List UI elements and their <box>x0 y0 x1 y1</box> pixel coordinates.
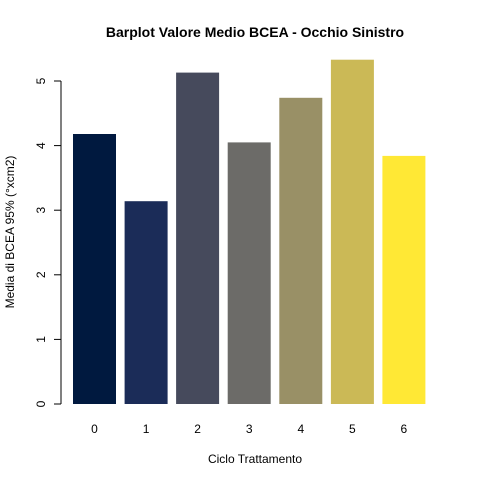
y-axis: 0 1 2 3 4 5 <box>34 77 62 407</box>
y-axis-label: Media di BCEA 95% (°xcm2) <box>3 156 17 309</box>
x-tick-label: 1 <box>143 422 150 436</box>
x-axis-label: Ciclo Trattamento <box>208 452 302 466</box>
bar-1 <box>124 201 168 404</box>
bar-2 <box>176 72 220 404</box>
bar-6 <box>382 155 426 404</box>
bar-3 <box>227 142 271 404</box>
x-tick-label: 5 <box>349 422 356 436</box>
y-tick-label: 1 <box>34 336 48 343</box>
chart-title: Barplot Valore Medio BCEA - Occhio Sinis… <box>106 24 404 40</box>
y-tick-label: 5 <box>34 77 48 84</box>
x-tick-labels: 0 1 2 3 4 5 6 <box>91 422 407 436</box>
bar-0 <box>73 134 116 404</box>
y-tick-label: 2 <box>34 271 48 278</box>
y-tick-label: 3 <box>34 207 48 214</box>
x-tick-label: 3 <box>246 422 253 436</box>
bar-4 <box>279 97 323 405</box>
y-tick-label: 4 <box>34 142 48 149</box>
x-tick-label: 2 <box>194 422 201 436</box>
x-tick-label: 0 <box>91 422 98 436</box>
x-tick-label: 4 <box>297 422 304 436</box>
bar-5 <box>330 59 374 404</box>
bars-group <box>73 59 426 405</box>
y-tick-label: 0 <box>34 400 48 407</box>
x-tick-label: 6 <box>401 422 408 436</box>
